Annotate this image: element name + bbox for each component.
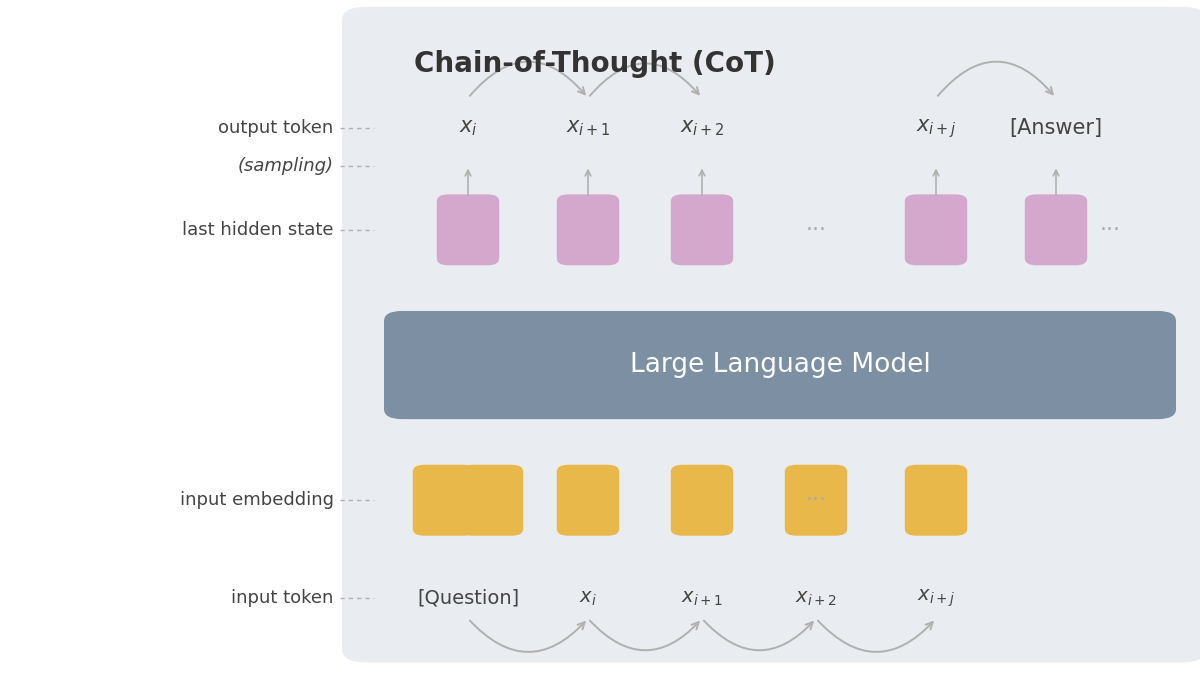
Text: $x_i$: $x_i$ — [458, 118, 478, 139]
Text: $x_{i+j}$: $x_{i+j}$ — [917, 587, 955, 609]
Text: ···: ··· — [805, 490, 827, 510]
FancyBboxPatch shape — [342, 7, 1200, 662]
Text: $x_{i+1}$: $x_{i+1}$ — [682, 589, 722, 608]
Text: (sampling): (sampling) — [238, 157, 334, 174]
Text: $x_{i+j}$: $x_{i+j}$ — [916, 117, 956, 140]
FancyBboxPatch shape — [905, 465, 967, 535]
Text: $x_{i+1}$: $x_{i+1}$ — [565, 118, 611, 139]
Text: ···: ··· — [1099, 220, 1121, 240]
FancyBboxPatch shape — [461, 465, 523, 535]
Text: $x_{i+2}$: $x_{i+2}$ — [679, 118, 725, 139]
Text: $x_{i+2}$: $x_{i+2}$ — [796, 589, 836, 608]
Text: last hidden state: last hidden state — [182, 221, 334, 239]
Text: output token: output token — [218, 120, 334, 137]
FancyBboxPatch shape — [437, 195, 499, 265]
Text: [Question]: [Question] — [416, 589, 520, 608]
FancyBboxPatch shape — [671, 195, 733, 265]
FancyBboxPatch shape — [785, 465, 847, 535]
Text: ···: ··· — [805, 220, 827, 240]
Text: Chain-of-Thought (CoT): Chain-of-Thought (CoT) — [414, 50, 775, 78]
FancyBboxPatch shape — [1025, 195, 1087, 265]
FancyBboxPatch shape — [557, 465, 619, 535]
FancyBboxPatch shape — [557, 195, 619, 265]
Text: $x_i$: $x_i$ — [580, 589, 596, 608]
Text: input embedding: input embedding — [180, 491, 334, 509]
FancyBboxPatch shape — [384, 311, 1176, 419]
FancyBboxPatch shape — [413, 465, 475, 535]
Text: input token: input token — [232, 589, 334, 607]
Text: [Answer]: [Answer] — [1009, 118, 1103, 139]
FancyBboxPatch shape — [905, 195, 967, 265]
Text: Large Language Model: Large Language Model — [630, 352, 930, 378]
FancyBboxPatch shape — [671, 465, 733, 535]
